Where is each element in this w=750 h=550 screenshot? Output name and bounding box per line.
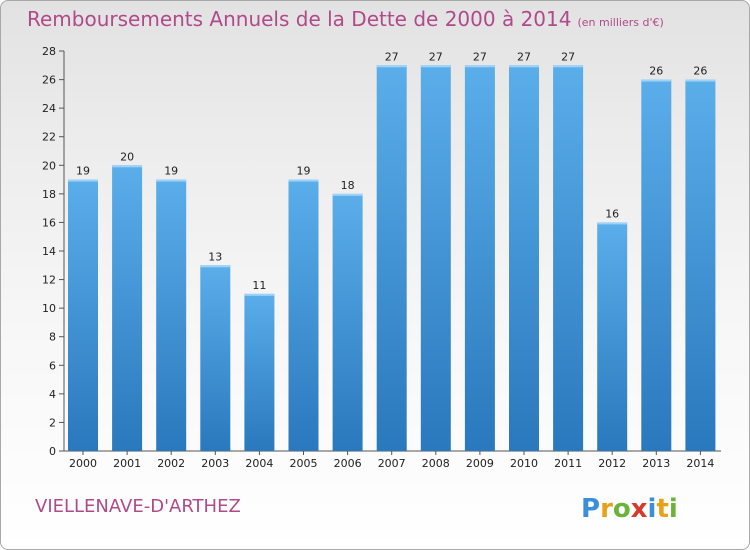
- bar-highlight: [685, 79, 716, 82]
- y-tick-label: 4: [49, 388, 56, 401]
- bar-value-label: 19: [76, 165, 90, 178]
- bar-value-label: 11: [252, 279, 266, 292]
- y-tick-label: 20: [42, 159, 56, 172]
- bar: [464, 65, 495, 452]
- bar-value-label: 26: [649, 65, 663, 78]
- y-tick-label: 18: [42, 188, 56, 201]
- x-tick-label: 2007: [378, 457, 406, 470]
- y-tick-label: 10: [42, 302, 56, 315]
- bar-value-label: 27: [473, 50, 487, 63]
- bar-value-label: 27: [561, 50, 575, 63]
- bar: [553, 65, 584, 452]
- y-tick-label: 26: [42, 74, 56, 87]
- bar: [509, 65, 539, 452]
- x-tick-label: 2009: [466, 457, 494, 470]
- bar-value-label: 27: [429, 50, 443, 63]
- x-tick-label: 2006: [334, 457, 362, 470]
- x-tick-label: 2013: [642, 457, 670, 470]
- bar: [597, 222, 628, 451]
- y-tick-label: 12: [42, 274, 56, 287]
- bar-highlight: [641, 79, 672, 82]
- bar-highlight: [420, 65, 451, 68]
- bar-value-label: 18: [341, 179, 355, 192]
- x-tick-label: 2005: [290, 457, 318, 470]
- chart-title-text: Remboursements Annuels de la Dette de 20…: [27, 7, 572, 31]
- bar-highlight: [332, 193, 363, 196]
- x-tick-label: 2010: [510, 457, 538, 470]
- bar-highlight: [288, 179, 319, 182]
- bar: [685, 79, 716, 452]
- bar-highlight: [509, 65, 539, 68]
- y-tick-label: 2: [49, 416, 56, 429]
- x-tick-label: 2008: [422, 457, 450, 470]
- bar-highlight: [244, 293, 275, 296]
- bar-highlight: [464, 65, 495, 68]
- bar-highlight: [200, 265, 231, 268]
- bar: [641, 79, 672, 452]
- bar: [68, 179, 98, 452]
- bar-value-label: 27: [385, 50, 399, 63]
- bar-highlight: [68, 179, 98, 182]
- y-tick-label: 14: [42, 245, 56, 258]
- bar: [200, 265, 231, 451]
- bar-value-label: 13: [208, 250, 222, 263]
- x-tick-label: 2002: [157, 457, 185, 470]
- bar-highlight: [597, 222, 628, 225]
- unit-note: (en milliers d'€): [577, 16, 664, 29]
- x-tick-label: 2001: [113, 457, 141, 470]
- bar-value-label: 26: [693, 65, 707, 78]
- bar-value-label: 19: [297, 165, 311, 178]
- bar-highlight: [376, 65, 407, 68]
- bar: [112, 165, 143, 452]
- bar: [376, 65, 407, 452]
- bar: [420, 65, 451, 452]
- bar-value-label: 19: [164, 165, 178, 178]
- bar-highlight: [553, 65, 584, 68]
- proxiti-logo: Proxiti: [581, 494, 678, 524]
- bar-value-label: 20: [120, 150, 134, 163]
- y-tick-label: 16: [42, 216, 56, 229]
- chart-title: Remboursements Annuels de la Dette de 20…: [27, 7, 664, 31]
- x-tick-label: 2003: [201, 457, 229, 470]
- y-tick-label: 6: [49, 359, 56, 372]
- y-tick-label: 22: [42, 131, 56, 144]
- bar: [332, 193, 363, 451]
- y-tick-label: 0: [49, 445, 56, 458]
- bar: [244, 293, 275, 451]
- commune-name: VIELLENAVE-D'ARTHEZ: [35, 496, 241, 517]
- bar: [288, 179, 319, 452]
- y-tick-label: 28: [42, 45, 56, 58]
- x-tick-label: 2014: [686, 457, 714, 470]
- bar-value-label: 16: [605, 207, 619, 220]
- bar-highlight: [112, 165, 143, 168]
- x-tick-label: 2000: [69, 457, 97, 470]
- bar-value-label: 27: [517, 50, 531, 63]
- bar-highlight: [156, 179, 187, 182]
- x-tick-label: 2012: [598, 457, 626, 470]
- bar: [156, 179, 187, 452]
- y-tick-label: 24: [42, 102, 56, 115]
- x-tick-label: 2004: [245, 457, 273, 470]
- svg-text:Proxiti: Proxiti: [581, 494, 678, 524]
- x-tick-label: 2011: [554, 457, 582, 470]
- y-tick-label: 8: [49, 331, 56, 344]
